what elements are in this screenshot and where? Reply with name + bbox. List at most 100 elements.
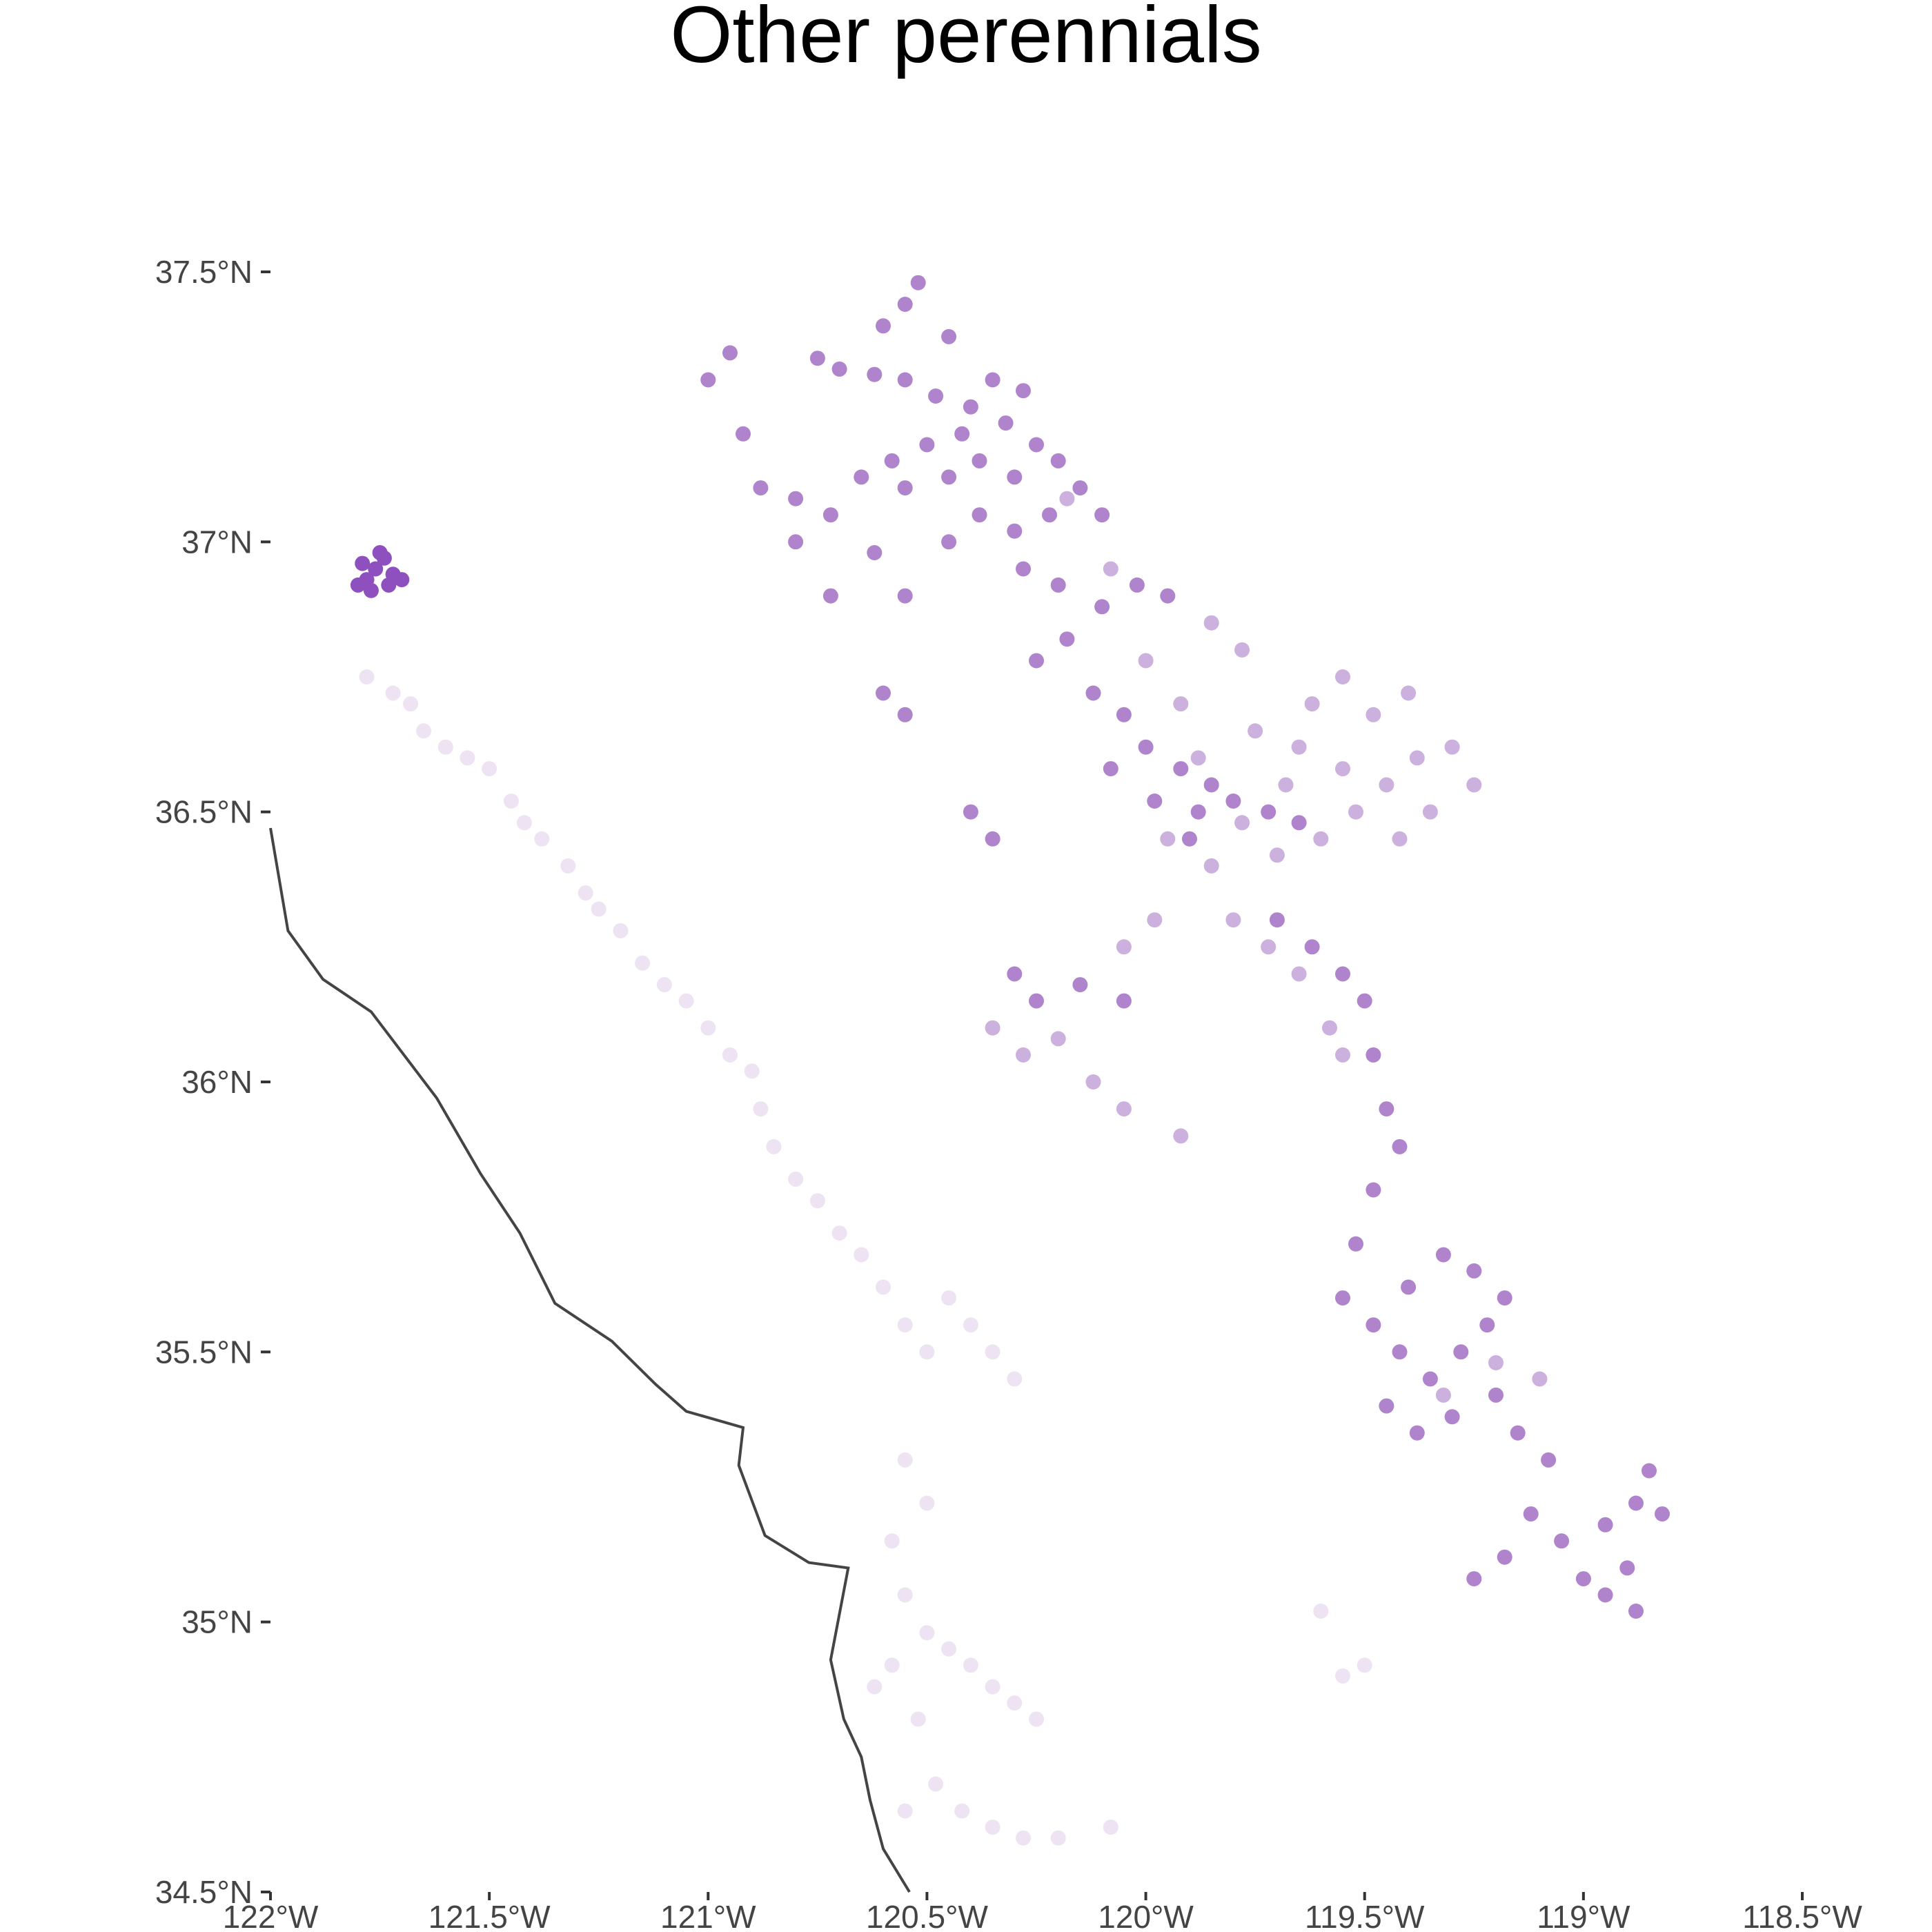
data-point-mid: [788, 491, 804, 506]
data-point-light: [1190, 750, 1206, 766]
data-point-mid: [822, 507, 838, 523]
data-point-pale: [753, 1101, 769, 1117]
data-point-pale: [831, 1225, 847, 1241]
data-point-mid: [1510, 1425, 1526, 1441]
data-point-mid: [1335, 966, 1350, 982]
data-point-light: [1444, 739, 1460, 755]
data-point-mid: [1160, 588, 1176, 604]
data-point-mid: [1409, 1425, 1425, 1441]
data-point-mid: [1007, 966, 1023, 982]
data-point-dark: [372, 545, 388, 560]
data-point-light: [1392, 831, 1408, 847]
data-point-mid: [1422, 1371, 1438, 1387]
data-point-mid: [963, 804, 978, 820]
data-point-light: [1379, 777, 1394, 793]
data-point-pale: [1313, 1604, 1329, 1619]
data-point-pale: [534, 831, 550, 847]
data-point-light: [1335, 669, 1350, 684]
data-point-mid: [1182, 831, 1197, 847]
data-point-pale: [985, 1679, 1000, 1695]
data-point-light: [1348, 804, 1363, 820]
data-point-mid: [854, 469, 869, 485]
data-point-mid: [972, 453, 987, 469]
data-point-mid: [897, 588, 913, 604]
data-point-mid: [1072, 480, 1088, 496]
data-point-pale: [985, 1344, 1000, 1360]
data-point-mid: [831, 361, 847, 377]
data-point-mid: [1628, 1604, 1644, 1619]
data-point-pale: [1335, 1668, 1350, 1684]
data-point-pale: [1050, 1830, 1066, 1846]
data-point-pale: [897, 1317, 913, 1333]
data-point-pale: [403, 696, 418, 712]
data-point-mid: [1575, 1571, 1591, 1587]
data-point-mid: [809, 351, 825, 366]
data-point-mid: [941, 328, 957, 344]
data-point-mid: [1007, 469, 1023, 485]
data-point-mid: [1138, 739, 1154, 755]
data-point-pale: [1007, 1695, 1023, 1711]
data-point-light: [1401, 685, 1417, 701]
data-point-mid: [1291, 815, 1307, 831]
x-tick-label: 122°W: [223, 1899, 319, 1932]
x-tick-label: 120°W: [1098, 1899, 1194, 1932]
data-point-light: [1173, 1128, 1189, 1144]
data-point-mid: [822, 588, 838, 604]
data-point-light: [1532, 1371, 1548, 1387]
data-point-pale: [635, 955, 651, 971]
data-point-light: [1160, 831, 1176, 847]
data-point-mid: [941, 534, 957, 550]
data-point-mid: [1655, 1506, 1670, 1522]
data-point-mid: [1497, 1549, 1512, 1565]
data-point-mid: [897, 707, 913, 722]
data-point-light: [1435, 1387, 1451, 1403]
data-point-mid: [1085, 685, 1101, 701]
data-point-pale: [897, 1452, 913, 1468]
data-point-mid: [1050, 453, 1066, 469]
data-point-pale: [560, 858, 576, 874]
data-point-pale: [919, 1344, 935, 1360]
data-point-light: [1016, 1047, 1031, 1063]
data-point-light: [1409, 750, 1425, 766]
data-point-mid: [736, 426, 751, 442]
data-point-mid: [1059, 631, 1075, 647]
data-point-pale: [482, 761, 497, 777]
y-axis: 34.5°N 35°N 35.5°N 36°N 36.5°N 37°N 37.5°N: [155, 254, 270, 1910]
data-point-mid: [1497, 1290, 1512, 1306]
data-point-mid: [1103, 761, 1118, 777]
data-point-mid: [1029, 437, 1044, 453]
y-tick-label: 37°N: [181, 524, 253, 560]
data-point-pale: [700, 1020, 716, 1036]
data-point-mid: [1488, 1387, 1504, 1403]
data-point-light: [1103, 561, 1118, 577]
data-point-mid: [1619, 1560, 1635, 1576]
data-point-mid: [1029, 653, 1044, 669]
data-point-light: [1173, 696, 1189, 712]
data-point-pale: [516, 815, 532, 831]
data-point-mid: [867, 545, 883, 560]
data-point-mid: [1366, 1317, 1381, 1333]
data-point-light: [1234, 642, 1250, 658]
data-point-mid: [1628, 1495, 1644, 1511]
x-tick-label: 120.5°W: [866, 1899, 989, 1932]
data-point-mid: [1379, 1398, 1394, 1414]
data-point-mid: [1479, 1317, 1495, 1333]
data-point-mid: [1203, 777, 1219, 793]
data-point-pale: [359, 669, 375, 684]
data-point-pale: [897, 1803, 913, 1819]
data-point-mid: [753, 480, 769, 496]
data-point-pale: [578, 885, 593, 901]
data-point-pale: [941, 1641, 957, 1657]
data-point-dark: [350, 577, 366, 593]
data-point-light: [1291, 966, 1307, 982]
data-point-mid: [1392, 1344, 1408, 1360]
data-point-pale: [910, 1711, 926, 1727]
data-point-mid: [1435, 1247, 1451, 1263]
data-point-pale: [854, 1247, 869, 1263]
data-point-mid: [722, 345, 738, 361]
data-point-light: [1248, 723, 1263, 739]
data-point-pale: [744, 1063, 760, 1079]
data-point-light: [1203, 615, 1219, 631]
data-point-light: [1203, 858, 1219, 874]
